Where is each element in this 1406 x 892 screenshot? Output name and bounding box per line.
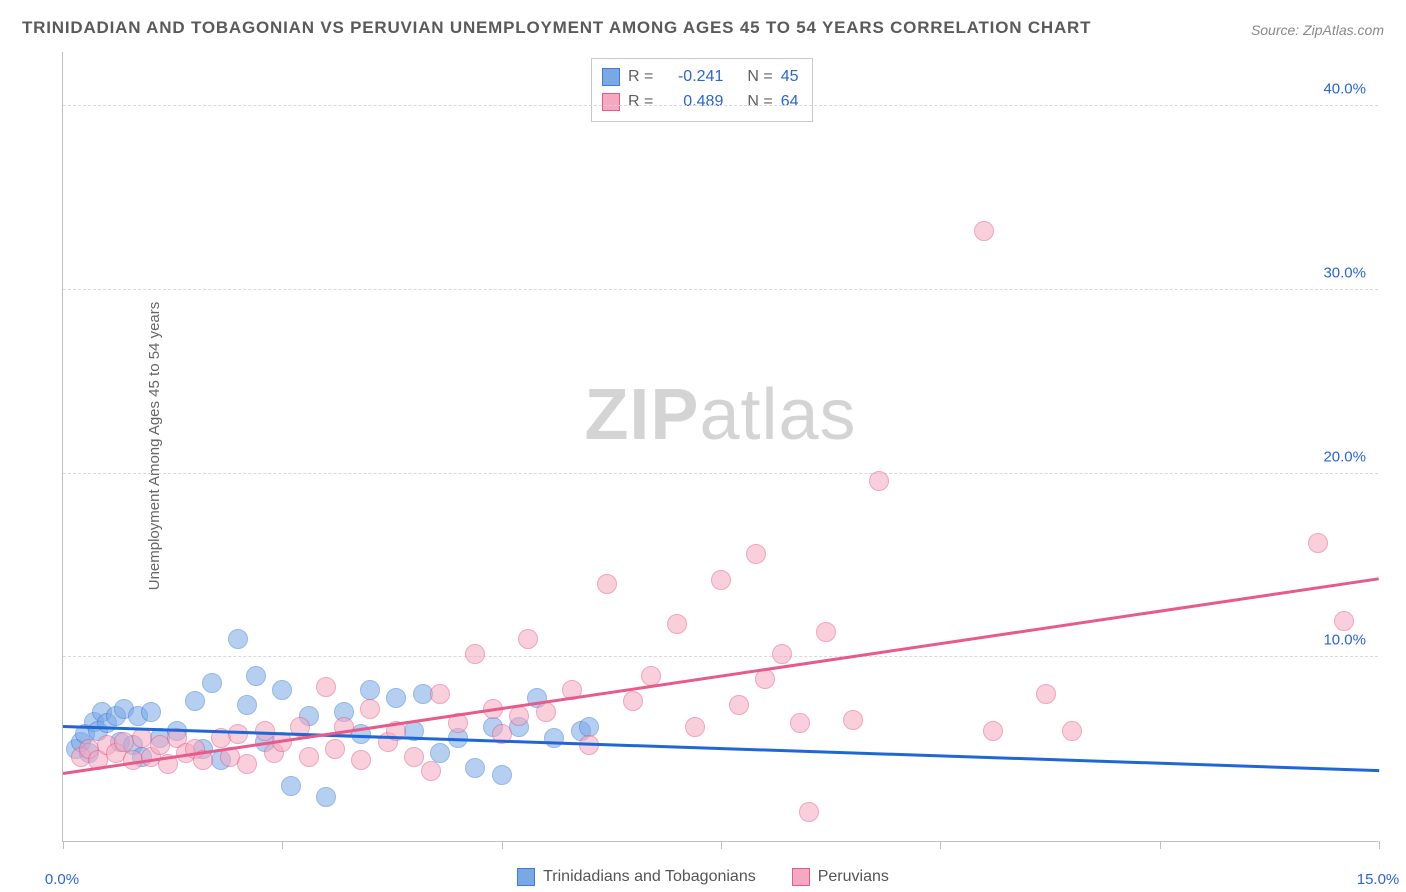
y-tick-label: 20.0% bbox=[1323, 448, 1366, 465]
source-label: Source: bbox=[1251, 22, 1299, 38]
gridline bbox=[63, 656, 1378, 657]
data-point bbox=[685, 717, 705, 737]
watermark-bold: ZIP bbox=[584, 375, 699, 455]
watermark-light: atlas bbox=[699, 375, 856, 455]
data-point bbox=[816, 622, 836, 642]
data-point bbox=[351, 750, 371, 770]
data-point bbox=[141, 702, 161, 722]
stat-n-label: N = bbox=[747, 90, 772, 115]
data-point bbox=[325, 739, 345, 759]
stat-r-value: 0.489 bbox=[661, 90, 723, 115]
data-point bbox=[360, 680, 380, 700]
plot-area: ZIPatlas R = -0.241 N = 45 R = 0.489 N = 64 10.… bbox=[62, 52, 1378, 842]
watermark: ZIPatlas bbox=[584, 374, 856, 456]
legend-swatch bbox=[517, 868, 535, 886]
data-point bbox=[667, 614, 687, 634]
data-point bbox=[518, 629, 538, 649]
data-point bbox=[430, 684, 450, 704]
data-point bbox=[641, 666, 661, 686]
gridline bbox=[63, 473, 1378, 474]
data-point bbox=[360, 699, 380, 719]
data-point bbox=[579, 735, 599, 755]
data-point bbox=[1036, 684, 1056, 704]
x-tick bbox=[282, 841, 283, 849]
legend-label: Peruvians bbox=[818, 868, 889, 886]
correlation-stats-box: R = -0.241 N = 45 R = 0.489 N = 64 bbox=[591, 58, 813, 122]
data-point bbox=[430, 743, 450, 763]
data-point bbox=[228, 724, 248, 744]
stats-row: R = -0.241 N = 45 bbox=[602, 65, 798, 90]
stat-n-label: N = bbox=[747, 65, 772, 90]
stats-row: R = 0.489 N = 64 bbox=[602, 90, 798, 115]
data-point bbox=[185, 691, 205, 711]
data-point bbox=[421, 761, 441, 781]
stat-n-value: 64 bbox=[781, 90, 799, 115]
data-point bbox=[597, 574, 617, 594]
legend-item: Peruvians bbox=[792, 868, 889, 886]
data-point bbox=[544, 728, 564, 748]
gridline bbox=[63, 289, 1378, 290]
x-tick bbox=[1379, 841, 1380, 849]
source-attribution: Source: ZipAtlas.com bbox=[1251, 22, 1384, 38]
data-point bbox=[790, 713, 810, 733]
data-point bbox=[272, 680, 292, 700]
data-point bbox=[228, 629, 248, 649]
x-tick bbox=[940, 841, 941, 849]
x-tick bbox=[721, 841, 722, 849]
x-tick-label: 15.0% bbox=[1357, 871, 1400, 888]
data-point bbox=[843, 710, 863, 730]
stat-r-label: R = bbox=[628, 65, 653, 90]
chart-title: TRINIDADIAN AND TOBAGONIAN VS PERUVIAN U… bbox=[22, 18, 1091, 38]
data-point bbox=[316, 677, 336, 697]
data-point bbox=[579, 717, 599, 737]
legend-item: Trinidadians and Tobagonians bbox=[517, 868, 756, 886]
data-point bbox=[623, 691, 643, 711]
data-point bbox=[237, 695, 257, 715]
stat-n-value: 45 bbox=[781, 65, 799, 90]
data-point bbox=[746, 544, 766, 564]
legend-label: Trinidadians and Tobagonians bbox=[543, 868, 756, 886]
data-point bbox=[755, 669, 775, 689]
stat-r-label: R = bbox=[628, 90, 653, 115]
data-point bbox=[974, 221, 994, 241]
y-tick-label: 10.0% bbox=[1323, 632, 1366, 649]
stat-r-value: -0.241 bbox=[661, 65, 723, 90]
x-tick bbox=[1160, 841, 1161, 849]
data-point bbox=[404, 747, 424, 767]
data-point bbox=[1308, 533, 1328, 553]
x-tick bbox=[63, 841, 64, 849]
x-tick bbox=[502, 841, 503, 849]
data-point bbox=[237, 754, 257, 774]
data-point bbox=[509, 706, 529, 726]
y-tick-label: 40.0% bbox=[1323, 81, 1366, 98]
data-point bbox=[299, 747, 319, 767]
source-value: ZipAtlas.com bbox=[1303, 22, 1384, 38]
data-point bbox=[729, 695, 749, 715]
legend-swatch bbox=[602, 68, 620, 86]
data-point bbox=[246, 666, 266, 686]
data-point bbox=[711, 570, 731, 590]
legend-swatch bbox=[792, 868, 810, 886]
data-point bbox=[1062, 721, 1082, 741]
data-point bbox=[772, 644, 792, 664]
data-point bbox=[799, 802, 819, 822]
x-tick-label: 0.0% bbox=[45, 871, 79, 888]
data-point bbox=[465, 644, 485, 664]
data-point bbox=[492, 765, 512, 785]
legend-swatch bbox=[602, 93, 620, 111]
data-point bbox=[465, 758, 485, 778]
data-point bbox=[281, 776, 301, 796]
data-point bbox=[869, 471, 889, 491]
data-point bbox=[386, 688, 406, 708]
gridline bbox=[63, 105, 1378, 106]
data-point bbox=[983, 721, 1003, 741]
data-point bbox=[536, 702, 556, 722]
y-tick-label: 30.0% bbox=[1323, 264, 1366, 281]
data-point bbox=[316, 787, 336, 807]
data-point bbox=[1334, 611, 1354, 631]
data-point bbox=[202, 673, 222, 693]
bottom-legend: Trinidadians and Tobagonians Peruvians bbox=[0, 868, 1406, 886]
